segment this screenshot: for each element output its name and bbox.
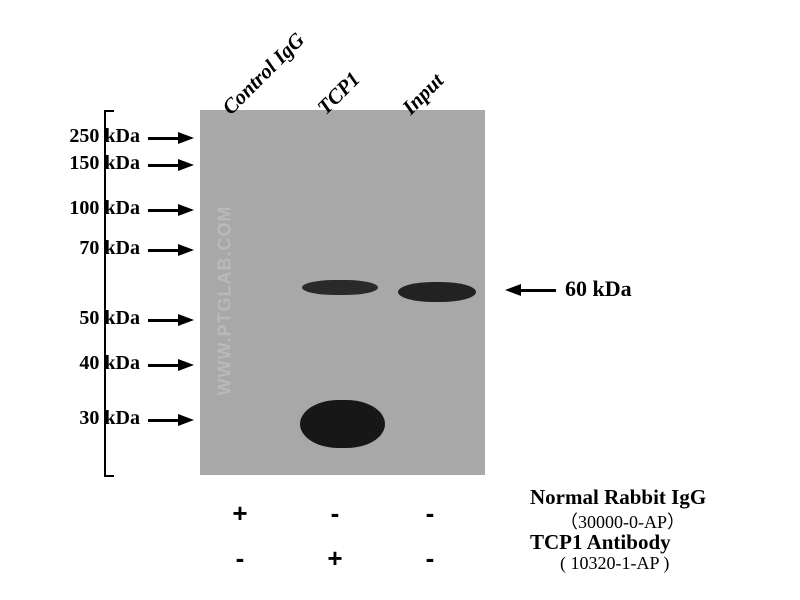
mw-marker-label: 40 kDa: [79, 352, 140, 375]
figure-container: WWW.PTGLAB.COM Control IgGTCP1Input 250 …: [0, 0, 800, 600]
minus-symbol: -: [415, 498, 445, 529]
mw-marker-label: 30 kDa: [79, 407, 140, 430]
axis-tick-bottom: [104, 475, 114, 477]
mw-marker-label: 150 kDa: [69, 152, 140, 175]
target-band-label: 60 kDa: [565, 276, 632, 302]
plus-symbol: +: [320, 543, 350, 574]
minus-symbol: -: [225, 543, 255, 574]
marker-arrow-head: [178, 359, 194, 371]
antibody-catalog: ( 10320-1-AP ): [560, 553, 669, 574]
marker-arrow-head: [178, 244, 194, 256]
lane-label: Control IgG: [217, 28, 309, 120]
mw-marker-label: 50 kDa: [79, 307, 140, 330]
target-arrow-shaft: [521, 289, 556, 292]
marker-arrow-shaft: [148, 419, 178, 422]
antibody-name: TCP1 Antibody: [530, 530, 671, 555]
marker-arrow-head: [178, 204, 194, 216]
plus-symbol: +: [225, 498, 255, 529]
marker-arrow-head: [178, 314, 194, 326]
blot-band: [398, 282, 476, 302]
mw-marker-label: 100 kDa: [69, 197, 140, 220]
minus-symbol: -: [320, 498, 350, 529]
marker-arrow-shaft: [148, 209, 178, 212]
marker-arrow-head: [178, 159, 194, 171]
mw-marker-label: 70 kDa: [79, 237, 140, 260]
watermark-text: WWW.PTGLAB.COM: [214, 206, 235, 396]
marker-arrow-shaft: [148, 164, 178, 167]
marker-arrow-shaft: [148, 319, 178, 322]
marker-arrow-shaft: [148, 137, 178, 140]
marker-arrow-shaft: [148, 249, 178, 252]
marker-arrow-head: [178, 414, 194, 426]
target-arrow-head: [505, 284, 521, 296]
blot-band: [302, 280, 378, 295]
minus-symbol: -: [415, 543, 445, 574]
antibody-name: Normal Rabbit IgG: [530, 485, 706, 510]
marker-arrow-head: [178, 132, 194, 144]
marker-arrow-shaft: [148, 364, 178, 367]
axis-tick-top: [104, 110, 114, 112]
blot-band: [300, 400, 385, 448]
mw-marker-label: 250 kDa: [69, 125, 140, 148]
